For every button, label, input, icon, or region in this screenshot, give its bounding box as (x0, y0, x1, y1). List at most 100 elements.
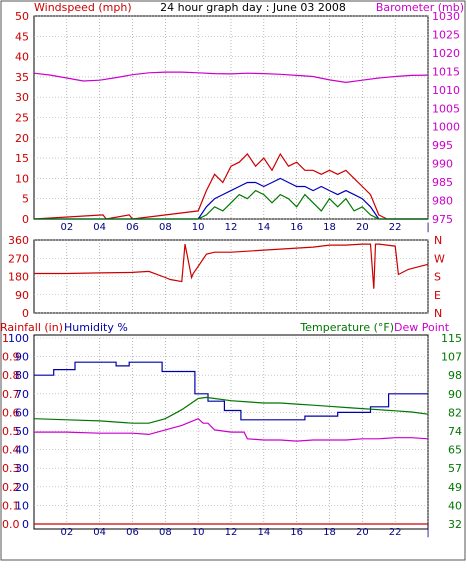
climate-x-tick-label: 18 (323, 527, 336, 538)
humidity-y-tick-label: 80 (15, 369, 29, 382)
wind-y-tick-label: 5 (22, 193, 29, 206)
direction-y-tick-label: 90 (15, 289, 29, 302)
climate-x-tick-label: 16 (290, 527, 303, 538)
temperature-y-tick-label: 40 (448, 499, 462, 512)
climate-x-tick-label: 02 (60, 527, 73, 538)
climate-x-tick-label: | (426, 527, 429, 538)
compass-tick-label: E (434, 289, 441, 302)
wind-x-tick-label: 12 (225, 222, 238, 233)
rainfall-y-tick-label: 0.5 (2, 425, 20, 438)
temperature-y-tick-label: 98 (448, 369, 462, 382)
temperature-y-tick-label: 57 (448, 462, 462, 475)
rainfall-axis-label: Rainfall (in) (0, 321, 63, 334)
wind-x-tick-label: 02 (60, 222, 73, 233)
barometer-axis-label: Barometer (mb) (376, 1, 464, 14)
direction-y-tick-label: 270 (8, 252, 29, 265)
windspeed-axis-label: Windspeed (mph) (34, 1, 132, 14)
temperature-y-tick-label: 115 (441, 332, 462, 345)
humidity-y-tick-label: 30 (15, 462, 29, 475)
temperature-y-tick-label: 32 (448, 518, 462, 531)
wind-direction-line (34, 243, 429, 289)
rainfall-y-tick-label: 0.2 (2, 481, 20, 494)
barometer-line (33, 71, 429, 84)
compass-tick-label: N (434, 307, 442, 320)
temperature-y-tick-label: 107 (441, 351, 462, 364)
humidity-axis-label: Humidity % (64, 321, 128, 334)
wind-y-tick-label: 25 (15, 112, 29, 125)
barometer-y-tick-label: 1025 (432, 28, 460, 41)
wind-gust-line (33, 152, 428, 220)
rainfall-y-tick-label: 0.7 (2, 388, 20, 401)
barometer-y-tick-label: 1020 (432, 47, 460, 60)
chart-title: 24 hour graph day : June 03 2008 (160, 1, 346, 14)
climate-x-tick-label: 10 (192, 527, 205, 538)
barometer-y-tick-label: 995 (432, 139, 453, 152)
climate-x-tick-label: 12 (225, 527, 238, 538)
humidity-y-tick-label: 50 (15, 425, 29, 438)
wind-x-tick-label: 22 (389, 222, 402, 233)
temperature-y-tick-label: 90 (448, 388, 462, 401)
barometer-y-tick-label: 1000 (432, 121, 460, 134)
climate-x-tick-label: 14 (257, 527, 270, 538)
wind-x-tick-label: 04 (93, 222, 106, 233)
wind-x-tick-label: 08 (159, 222, 172, 233)
humidity-y-tick-label: 60 (15, 406, 29, 419)
barometer-y-tick-label: 975 (432, 213, 453, 226)
dewpoint-axis-label: Dew Point (394, 321, 450, 334)
wind-y-tick-label: 35 (15, 71, 29, 84)
wind-y-tick-label: 30 (15, 91, 29, 104)
temperature-y-tick-label: 82 (448, 406, 462, 419)
temperature-y-tick-label: 65 (448, 444, 462, 457)
compass-tick-label: S (434, 271, 441, 284)
rainfall-y-tick-label: 0.1 (2, 499, 20, 512)
humidity-y-tick-label: 90 (15, 351, 29, 364)
wind-x-tick-label: 14 (257, 222, 270, 233)
barometer-y-tick-label: 980 (432, 195, 453, 208)
wind-y-tick-label: 50 (15, 10, 29, 23)
humidity-y-tick-label: 40 (15, 444, 29, 457)
climate-x-tick-label: 22 (389, 527, 402, 538)
climate-x-tick-label: 20 (356, 527, 369, 538)
wind-y-tick-label: 10 (15, 172, 29, 185)
barometer-y-tick-label: 990 (432, 158, 453, 171)
wind-x-tick-label: 06 (126, 222, 139, 233)
barometer-y-tick-label: 1005 (432, 102, 460, 115)
compass-tick-label: N (434, 234, 442, 247)
wind-x-tick-label: 16 (290, 222, 303, 233)
rain-humidity-temp-plot: 0.0 0 320.110 400.220 490.330 570.440 650.550 7… (2, 332, 462, 538)
humidity-y-tick-label: 70 (15, 388, 29, 401)
barometer-y-tick-label: 985 (432, 176, 453, 189)
wind-x-tick-label: 10 (192, 222, 205, 233)
humidity-y-tick-label: 100 (8, 332, 29, 345)
rainfall-y-tick-label: 0.6 (2, 406, 20, 419)
wind-x-tick-label: 20 (356, 222, 369, 233)
wind-x-tick-label: 18 (323, 222, 336, 233)
rainfall-y-tick-label: 0.3 (2, 462, 20, 475)
barometer-y-tick-label: 1015 (432, 65, 460, 78)
wind-x-tick-label: | (426, 222, 429, 233)
wind-direction-plot: 0 N 90 E 180 S 270 W 360 N (8, 234, 445, 320)
climate-x-tick-label: 08 (159, 527, 172, 538)
dewpoint-line (34, 418, 429, 442)
rainfall-y-tick-label: 0.9 (2, 351, 20, 364)
humidity-y-tick-label: 10 (15, 499, 29, 512)
wind-avg-line (34, 177, 428, 220)
temperature-y-tick-label: 74 (448, 425, 462, 438)
wind-y-tick-label: 40 (15, 51, 29, 64)
direction-y-tick-label: 180 (8, 271, 29, 284)
wind-y-tick-label: 0 (22, 213, 29, 226)
climate-x-tick-label: 04 (93, 527, 106, 538)
humidity-y-tick-label: 20 (15, 481, 29, 494)
barometer-y-tick-label: 1030 (432, 10, 460, 23)
compass-tick-label: W (434, 252, 445, 265)
barometer-y-tick-label: 1010 (432, 84, 460, 97)
direction-y-tick-label: 0 (22, 307, 29, 320)
wind-barometer-plot: 0510152025303540455097598098599099510001… (15, 10, 460, 233)
wind-y-tick-label: 15 (15, 152, 29, 165)
rainfall-y-tick-label: 0.4 (2, 444, 20, 457)
direction-y-tick-label: 360 (8, 234, 29, 247)
wind-y-tick-label: 20 (15, 132, 29, 145)
temperature-axis-label: Temperature (°F) (299, 321, 394, 334)
humidity-y-tick-label: 0 (22, 518, 29, 531)
